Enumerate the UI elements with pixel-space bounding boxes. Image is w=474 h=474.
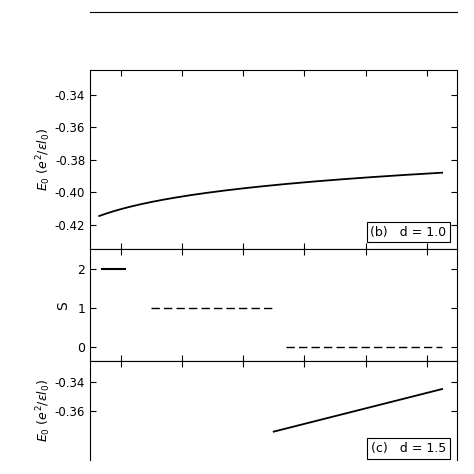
X-axis label: $V_0\ (e^2/\varepsilon l_0)$: $V_0\ (e^2/\varepsilon l_0)$	[242, 96, 306, 115]
Y-axis label: $E_0\ (e^2/\varepsilon l_0)$: $E_0\ (e^2/\varepsilon l_0)$	[35, 128, 53, 191]
Text: (b)   d = 1.0: (b) d = 1.0	[370, 226, 447, 238]
Y-axis label: S: S	[56, 301, 70, 310]
Y-axis label: $E_0\ (e^2/\varepsilon l_0)$: $E_0\ (e^2/\varepsilon l_0)$	[35, 379, 54, 442]
X-axis label: $V_0\ (e^2/\varepsilon l_0)$: $V_0\ (e^2/\varepsilon l_0)$	[242, 383, 306, 402]
Text: (c)   d = 1.5: (c) d = 1.5	[371, 442, 447, 455]
